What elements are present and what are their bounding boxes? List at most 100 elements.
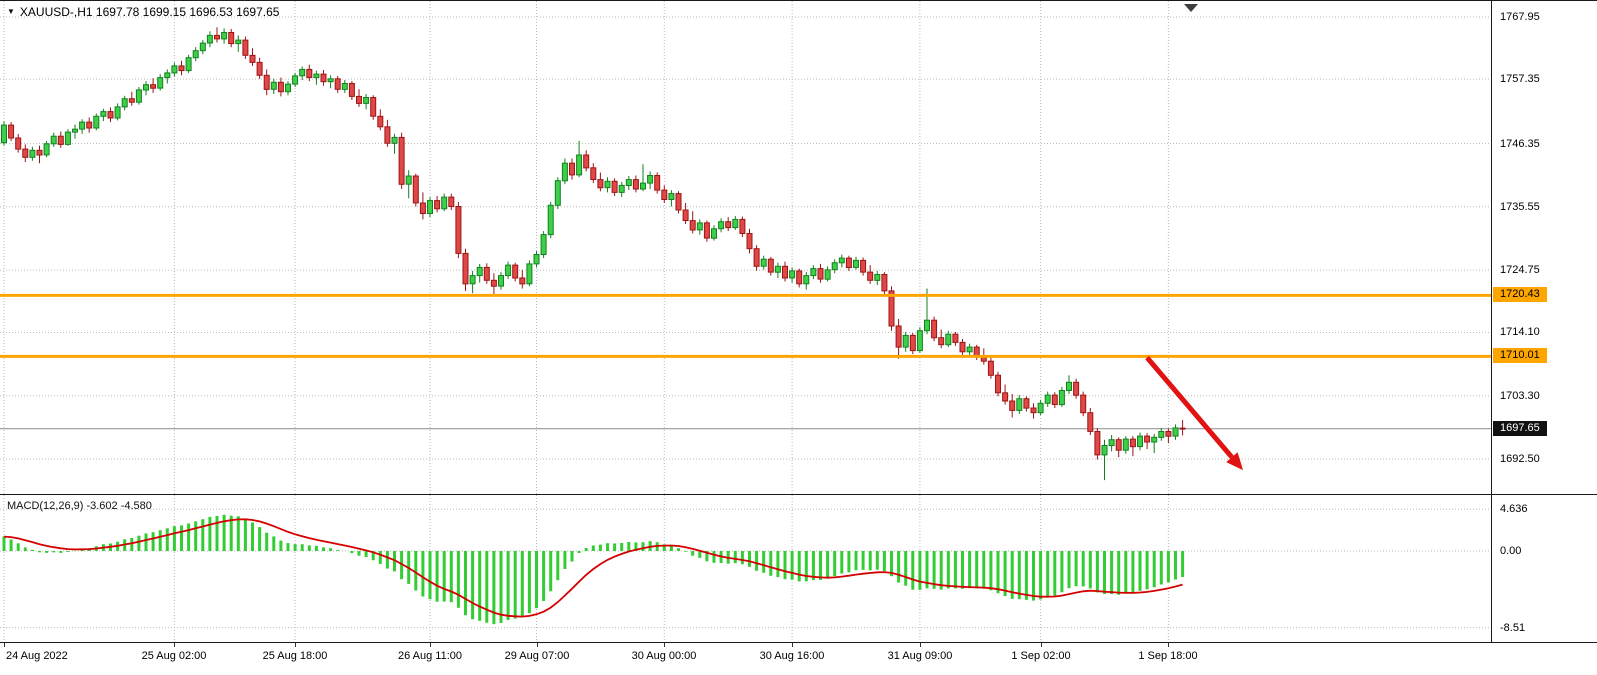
candle-body: [1023, 398, 1030, 409]
time-axis-label: 30 Aug 00:00: [631, 650, 697, 662]
candle-body: [1073, 381, 1080, 396]
candle-body: [845, 257, 852, 269]
candle-body: [79, 121, 86, 130]
candle-body: [597, 179, 604, 189]
time-axis[interactable]: 24 Aug 2022 25 Aug 02:00 25 Aug 18:00 26 Au…: [0, 643, 1491, 675]
candle-body: [391, 136, 398, 144]
candle-body: [696, 222, 703, 231]
candle-body: [206, 34, 213, 44]
candle-body: [533, 254, 540, 265]
scroll-marker-icon[interactable]: [1184, 4, 1198, 12]
candle-body: [57, 135, 64, 145]
candle-body: [760, 258, 767, 267]
candle-body: [519, 277, 526, 285]
candle-body: [647, 175, 654, 184]
candle-body: [178, 65, 185, 72]
candle-body: [363, 97, 370, 104]
candle-body: [128, 98, 135, 103]
candle-body: [640, 182, 646, 190]
candle-body: [114, 106, 121, 119]
candle-body: [810, 268, 817, 277]
candle-body: [1080, 394, 1087, 414]
candle-body: [1137, 435, 1143, 448]
candle-body: [966, 346, 973, 353]
candle-body: [370, 97, 377, 117]
candle-body: [476, 266, 483, 277]
candle-body: [306, 68, 313, 79]
candle-body: [547, 204, 554, 236]
candle-body: [171, 65, 178, 74]
candle-body: [931, 319, 938, 339]
price-axis-label: 1735.55: [1500, 201, 1540, 213]
candle-body: [569, 162, 575, 176]
candle-body: [682, 209, 689, 221]
candle-body: [242, 39, 249, 56]
candle-body: [1016, 398, 1023, 411]
candle-body: [853, 259, 859, 268]
candle-body: [434, 200, 441, 210]
candle-body: [831, 262, 838, 271]
time-axis-tick: [1168, 643, 1169, 647]
candle-body: [256, 61, 263, 76]
candle-body: [881, 274, 888, 292]
candle-body: [860, 259, 867, 273]
candle-body: [718, 221, 725, 230]
candle-body: [824, 269, 831, 280]
candle-body: [341, 83, 348, 90]
symbol-dropdown-icon[interactable]: ▼: [7, 7, 15, 16]
candle-body: [462, 252, 469, 285]
candle-body: [583, 154, 590, 169]
time-axis-tick: [537, 643, 538, 647]
candle-body: [1051, 394, 1058, 406]
candle-body: [767, 258, 774, 273]
candle-body: [789, 270, 796, 279]
candle-body: [1144, 435, 1151, 443]
pane-separator[interactable]: [0, 494, 1597, 495]
candle-body: [611, 180, 618, 193]
candle-body: [604, 180, 611, 189]
candle-body: [412, 175, 419, 204]
candle-body: [526, 263, 533, 285]
candle-body: [121, 98, 128, 108]
symbol-info-bar[interactable]: ▼ XAUUSD-,H1 1697.78 1699.15 1696.53 1697…: [7, 5, 279, 19]
candle-body: [86, 121, 93, 129]
candle-body: [540, 234, 547, 256]
candle-body: [455, 206, 462, 254]
candle-body: [334, 78, 341, 90]
candle-body: [668, 193, 675, 201]
price-chart-pane[interactable]: [0, 1, 1491, 494]
candle-body: [1158, 431, 1165, 438]
candle-body: [356, 95, 362, 104]
time-axis-tick: [920, 643, 921, 647]
time-axis-tick: [430, 643, 431, 647]
candle-body: [29, 149, 36, 158]
candle-body: [249, 54, 256, 63]
candle-body: [618, 184, 625, 193]
candle-body: [995, 374, 1001, 394]
candle-body: [554, 180, 561, 206]
candle-body: [1165, 431, 1172, 437]
candle-body: [576, 154, 583, 176]
candle-body: [469, 275, 476, 285]
price-axis-label: 1767.95: [1500, 11, 1540, 23]
candle-body: [1030, 407, 1037, 414]
candle-body: [64, 131, 71, 145]
candle-body: [732, 218, 739, 229]
candle-body: [1129, 438, 1136, 448]
time-axis-label: 1 Sep 02:00: [1011, 650, 1071, 662]
candle-body: [689, 220, 696, 231]
arrow-annotation[interactable]: [1145, 355, 1243, 471]
candle-body: [1087, 412, 1094, 432]
candle-body: [419, 202, 426, 214]
candle-body: [725, 221, 732, 229]
time-axis-tick: [295, 643, 296, 647]
candle-body: [561, 162, 568, 182]
macd-indicator-pane[interactable]: [0, 495, 1491, 642]
candle-body: [739, 218, 746, 234]
macd-axis-label: 4.636: [1500, 503, 1528, 515]
time-axis-tick: [4, 643, 5, 647]
candle-body: [782, 265, 788, 279]
candle-body: [654, 175, 661, 191]
price-axis[interactable]: 1767.95 1757.35 1746.35 1735.55 1724.75 1714.…: [1491, 1, 1597, 643]
current-price-tag: 1697.65: [1493, 421, 1547, 436]
